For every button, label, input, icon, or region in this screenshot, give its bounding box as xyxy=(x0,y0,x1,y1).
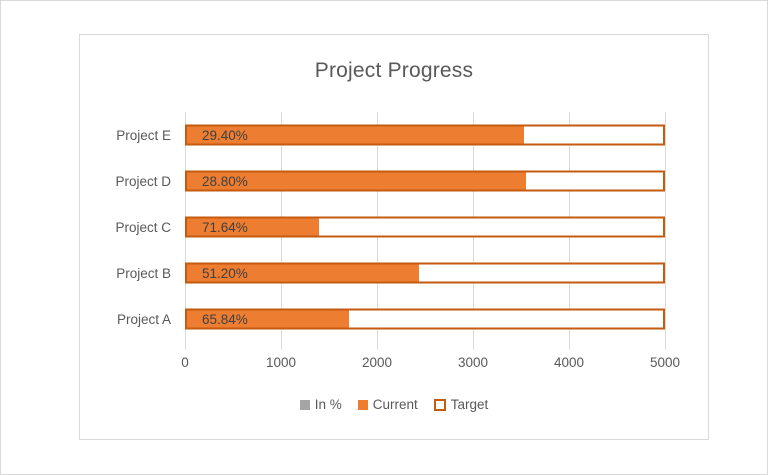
axis-tickmark xyxy=(569,342,570,350)
category-label[interactable]: Project D xyxy=(115,173,171,189)
legend-label: Current xyxy=(372,397,418,412)
current-bar[interactable] xyxy=(185,170,526,192)
x-axis-tick-label[interactable]: 0 xyxy=(181,355,189,370)
data-label[interactable]: 51.20% xyxy=(202,265,248,281)
chart-object[interactable]: Project Progress Project E 29.40% Project … xyxy=(79,34,709,440)
legend-item-target[interactable]: Target xyxy=(433,397,489,412)
data-label[interactable]: 65.84% xyxy=(202,311,248,327)
current-bar[interactable] xyxy=(185,124,524,146)
x-axis-tick-label[interactable]: 4000 xyxy=(553,355,585,370)
data-label[interactable]: 28.80% xyxy=(202,173,248,189)
chart-row: Project B 51.20% xyxy=(116,250,665,296)
target-bar[interactable]: 28.80% xyxy=(185,170,665,192)
axis-tickmark xyxy=(473,342,474,350)
legend-item-in-%[interactable]: In % xyxy=(299,397,342,412)
chart-row: Project A 65.84% xyxy=(117,296,665,342)
gridline xyxy=(665,112,666,342)
chart-row: Project E 29.40% xyxy=(116,112,665,158)
current-bar[interactable] xyxy=(185,216,320,238)
plot-area: Project E 29.40% Project D 28.80% Project C 7… xyxy=(115,112,666,350)
category-label[interactable]: Project B xyxy=(116,265,171,281)
chart-row: Project D 28.80% xyxy=(115,158,665,204)
legend-swatch-icon xyxy=(433,398,446,411)
axis-tickmark xyxy=(665,342,666,350)
x-axis-tick-label[interactable]: 1000 xyxy=(265,355,297,370)
category-label[interactable]: Project A xyxy=(116,311,171,327)
legend-swatch-icon xyxy=(299,399,310,410)
target-bar[interactable]: 65.84% xyxy=(185,308,665,330)
legend-label: In % xyxy=(314,397,342,412)
chart-legend: In % Current Target xyxy=(80,397,708,412)
target-bar[interactable]: 51.20% xyxy=(185,262,665,284)
legend-swatch-icon xyxy=(357,399,368,410)
data-label[interactable]: 29.40% xyxy=(202,127,248,143)
x-axis-tick-label[interactable]: 3000 xyxy=(457,355,489,370)
x-axis-tick-label[interactable]: 5000 xyxy=(649,355,681,370)
current-bar[interactable] xyxy=(185,262,420,284)
category-label[interactable]: Project E xyxy=(116,127,171,143)
data-label[interactable]: 71.64% xyxy=(202,219,248,235)
current-bar[interactable] xyxy=(185,308,350,330)
axis-tickmark xyxy=(185,342,186,350)
category-label[interactable]: Project C xyxy=(115,219,171,235)
target-bar[interactable]: 29.40% xyxy=(185,124,665,146)
axis-tickmark xyxy=(281,342,282,350)
legend-item-current[interactable]: Current xyxy=(357,397,418,412)
x-axis-tick-label[interactable]: 2000 xyxy=(361,355,393,370)
target-bar[interactable]: 71.64% xyxy=(185,216,665,238)
chart-row: Project C 71.64% xyxy=(115,204,665,250)
legend-label: Target xyxy=(450,397,489,412)
x-axis-labels: 0 1000 2000 3000 4000 5000 xyxy=(181,355,680,373)
axis-tickmark xyxy=(377,342,378,350)
chart-title[interactable]: Project Progress xyxy=(314,59,474,82)
